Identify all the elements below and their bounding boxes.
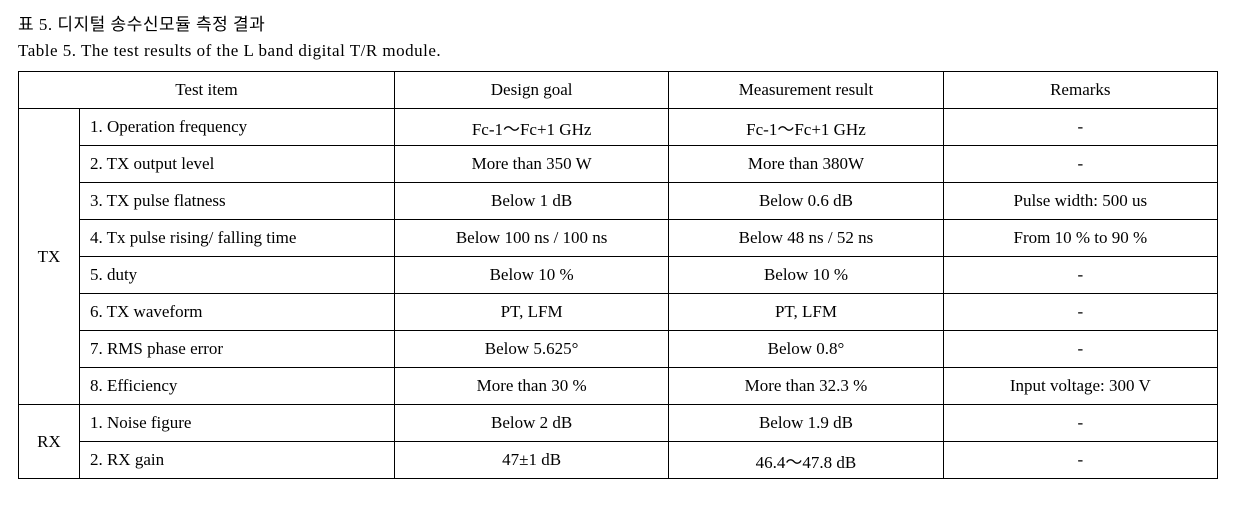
header-remarks: Remarks xyxy=(943,72,1217,109)
cell-meas: Below 48 ns / 52 ns xyxy=(669,220,943,257)
cell-goal: Fc-1～Fc+1 GHz xyxy=(394,109,668,146)
table-row: 6. TX waveform PT, LFM PT, LFM - xyxy=(19,294,1218,331)
cell-meas: 46.4～47.8 dB xyxy=(669,442,943,479)
cell-goal: PT, LFM xyxy=(394,294,668,331)
cell-goal: Below 5.625° xyxy=(394,331,668,368)
cell-item: 5. duty xyxy=(79,257,394,294)
cell-meas: PT, LFM xyxy=(669,294,943,331)
cell-item: 1. Operation frequency xyxy=(79,109,394,146)
cell-goal: Below 100 ns / 100 ns xyxy=(394,220,668,257)
cell-rem: - xyxy=(943,257,1217,294)
cell-goal: Below 1 dB xyxy=(394,183,668,220)
header-measurement-result: Measurement result xyxy=(669,72,943,109)
table-header-row: Test item Design goal Measurement result… xyxy=(19,72,1218,109)
cell-goal: More than 30 % xyxy=(394,368,668,405)
table-row: RX 1. Noise figure Below 2 dB Below 1.9 … xyxy=(19,405,1218,442)
cell-item: 1. Noise figure xyxy=(79,405,394,442)
cell-rem: - xyxy=(943,146,1217,183)
cell-item: 6. TX waveform xyxy=(79,294,394,331)
caption-korean: 표 5. 디지털 송수신모듈 측정 결과 xyxy=(18,12,1230,38)
cell-meas: More than 32.3 % xyxy=(669,368,943,405)
cell-rem: - xyxy=(943,405,1217,442)
cell-meas: More than 380W xyxy=(669,146,943,183)
cell-meas: Below 0.8° xyxy=(669,331,943,368)
cell-item: 3. TX pulse flatness xyxy=(79,183,394,220)
cell-rem: - xyxy=(943,109,1217,146)
header-design-goal: Design goal xyxy=(394,72,668,109)
table-row: 7. RMS phase error Below 5.625° Below 0.… xyxy=(19,331,1218,368)
cell-meas: Below 10 % xyxy=(669,257,943,294)
table-row: 2. TX output level More than 350 W More … xyxy=(19,146,1218,183)
cell-item: 7. RMS phase error xyxy=(79,331,394,368)
table-row: 8. Efficiency More than 30 % More than 3… xyxy=(19,368,1218,405)
cell-rem: - xyxy=(943,294,1217,331)
cell-item: 8. Efficiency xyxy=(79,368,394,405)
results-table: Test item Design goal Measurement result… xyxy=(18,71,1218,479)
cell-rem: Input voltage: 300 V xyxy=(943,368,1217,405)
group-tx: TX xyxy=(19,109,80,405)
header-test-item: Test item xyxy=(19,72,395,109)
caption-english: Table 5. The test results of the L band … xyxy=(18,38,1230,64)
cell-goal: Below 10 % xyxy=(394,257,668,294)
group-rx: RX xyxy=(19,405,80,479)
cell-meas: Fc-1～Fc+1 GHz xyxy=(669,109,943,146)
cell-item: 2. TX output level xyxy=(79,146,394,183)
cell-rem: Pulse width: 500 us xyxy=(943,183,1217,220)
table-captions: 표 5. 디지털 송수신모듈 측정 결과 Table 5. The test r… xyxy=(18,12,1230,63)
table-row: 3. TX pulse flatness Below 1 dB Below 0.… xyxy=(19,183,1218,220)
cell-rem: - xyxy=(943,442,1217,479)
cell-goal: Below 2 dB xyxy=(394,405,668,442)
cell-rem: From 10 % to 90 % xyxy=(943,220,1217,257)
cell-meas: Below 0.6 dB xyxy=(669,183,943,220)
cell-item: 4. Tx pulse rising/ falling time xyxy=(79,220,394,257)
cell-goal: More than 350 W xyxy=(394,146,668,183)
table-row: 2. RX gain 47±1 dB 46.4～47.8 dB - xyxy=(19,442,1218,479)
cell-meas: Below 1.9 dB xyxy=(669,405,943,442)
cell-rem: - xyxy=(943,331,1217,368)
cell-goal: 47±1 dB xyxy=(394,442,668,479)
table-row: 5. duty Below 10 % Below 10 % - xyxy=(19,257,1218,294)
table-row: 4. Tx pulse rising/ falling time Below 1… xyxy=(19,220,1218,257)
cell-item: 2. RX gain xyxy=(79,442,394,479)
table-row: TX 1. Operation frequency Fc-1～Fc+1 GHz … xyxy=(19,109,1218,146)
